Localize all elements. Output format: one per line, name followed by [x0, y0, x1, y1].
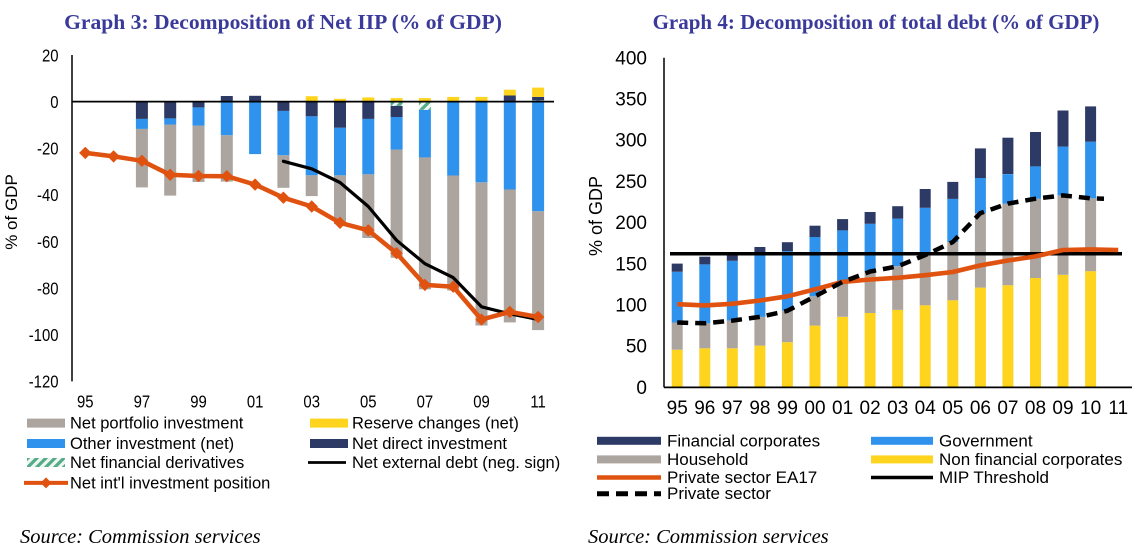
svg-text:03: 03: [303, 393, 320, 412]
svg-text:99: 99: [190, 393, 207, 412]
svg-text:-120: -120: [29, 373, 59, 392]
svg-text:200: 200: [615, 213, 647, 234]
svg-text:Graph 4: Decomposition of tota: Graph 4: Decomposition of total debt (% …: [653, 10, 1100, 34]
svg-text:MIP Threshold: MIP Threshold: [939, 468, 1049, 487]
svg-text:10: 10: [1080, 398, 1101, 419]
svg-text:Non financial corporates: Non financial corporates: [939, 450, 1122, 469]
svg-text:11: 11: [530, 393, 545, 412]
svg-text:Financial corporates: Financial corporates: [667, 431, 820, 450]
svg-text:Source: Commission services: Source: Commission services: [20, 526, 261, 548]
svg-text:09: 09: [473, 393, 490, 412]
svg-text:Source: Commission services: Source: Commission services: [588, 526, 829, 548]
svg-text:Private sector: Private sector: [667, 484, 771, 503]
svg-text:05: 05: [942, 398, 963, 419]
svg-text:-60: -60: [37, 233, 58, 252]
svg-text:150: 150: [615, 254, 647, 275]
svg-text:100: 100: [615, 296, 647, 317]
svg-text:% of GDP: % of GDP: [586, 176, 606, 256]
svg-text:-40: -40: [37, 186, 58, 205]
svg-text:01: 01: [832, 398, 853, 419]
svg-text:Other investment (net): Other investment (net): [70, 435, 234, 453]
svg-text:03: 03: [887, 398, 908, 419]
svg-text:Graph 3: Decomposition of Net: Graph 3: Decomposition of Net IIP (% of …: [64, 10, 502, 34]
svg-text:Household: Household: [667, 450, 748, 469]
svg-text:00: 00: [804, 398, 825, 419]
svg-text:96: 96: [694, 398, 715, 419]
svg-text:Reserve changes (net): Reserve changes (net): [352, 415, 519, 433]
svg-text:0: 0: [50, 93, 58, 112]
svg-text:01: 01: [247, 393, 264, 412]
svg-text:07: 07: [997, 398, 1018, 419]
svg-text:Net direct investment: Net direct investment: [352, 435, 507, 453]
svg-text:Net external debt (neg. sign): Net external debt (neg. sign): [352, 454, 560, 472]
svg-text:350: 350: [615, 90, 647, 111]
svg-text:Net financial derivatives: Net financial derivatives: [70, 454, 244, 472]
svg-text:0: 0: [636, 378, 647, 399]
svg-text:Net int'l investment position: Net int'l investment position: [70, 474, 270, 492]
svg-text:20: 20: [42, 46, 59, 65]
svg-text:Government: Government: [939, 431, 1033, 450]
svg-text:98: 98: [749, 398, 770, 419]
svg-text:99: 99: [777, 398, 798, 419]
svg-text:-20: -20: [37, 139, 58, 158]
svg-text:% of GDP: % of GDP: [2, 174, 21, 250]
svg-text:50: 50: [626, 337, 647, 358]
svg-text:97: 97: [134, 393, 151, 412]
svg-text:08: 08: [1025, 398, 1046, 419]
svg-text:07: 07: [417, 393, 434, 412]
svg-text:97: 97: [722, 398, 743, 419]
svg-text:Net portfolio investment: Net portfolio investment: [70, 415, 244, 433]
svg-text:300: 300: [615, 131, 647, 152]
svg-text:-80: -80: [37, 279, 58, 298]
svg-text:11: 11: [1108, 398, 1128, 419]
svg-text:04: 04: [915, 398, 937, 419]
svg-text:95: 95: [667, 398, 688, 419]
svg-text:05: 05: [360, 393, 377, 412]
svg-text:02: 02: [860, 398, 881, 419]
svg-text:Private sector EA17: Private sector EA17: [667, 468, 817, 487]
svg-text:-100: -100: [29, 326, 59, 345]
svg-text:09: 09: [1052, 398, 1073, 419]
svg-text:06: 06: [970, 398, 991, 419]
svg-text:400: 400: [615, 48, 647, 69]
svg-text:250: 250: [615, 172, 647, 193]
svg-text:95: 95: [77, 393, 94, 412]
